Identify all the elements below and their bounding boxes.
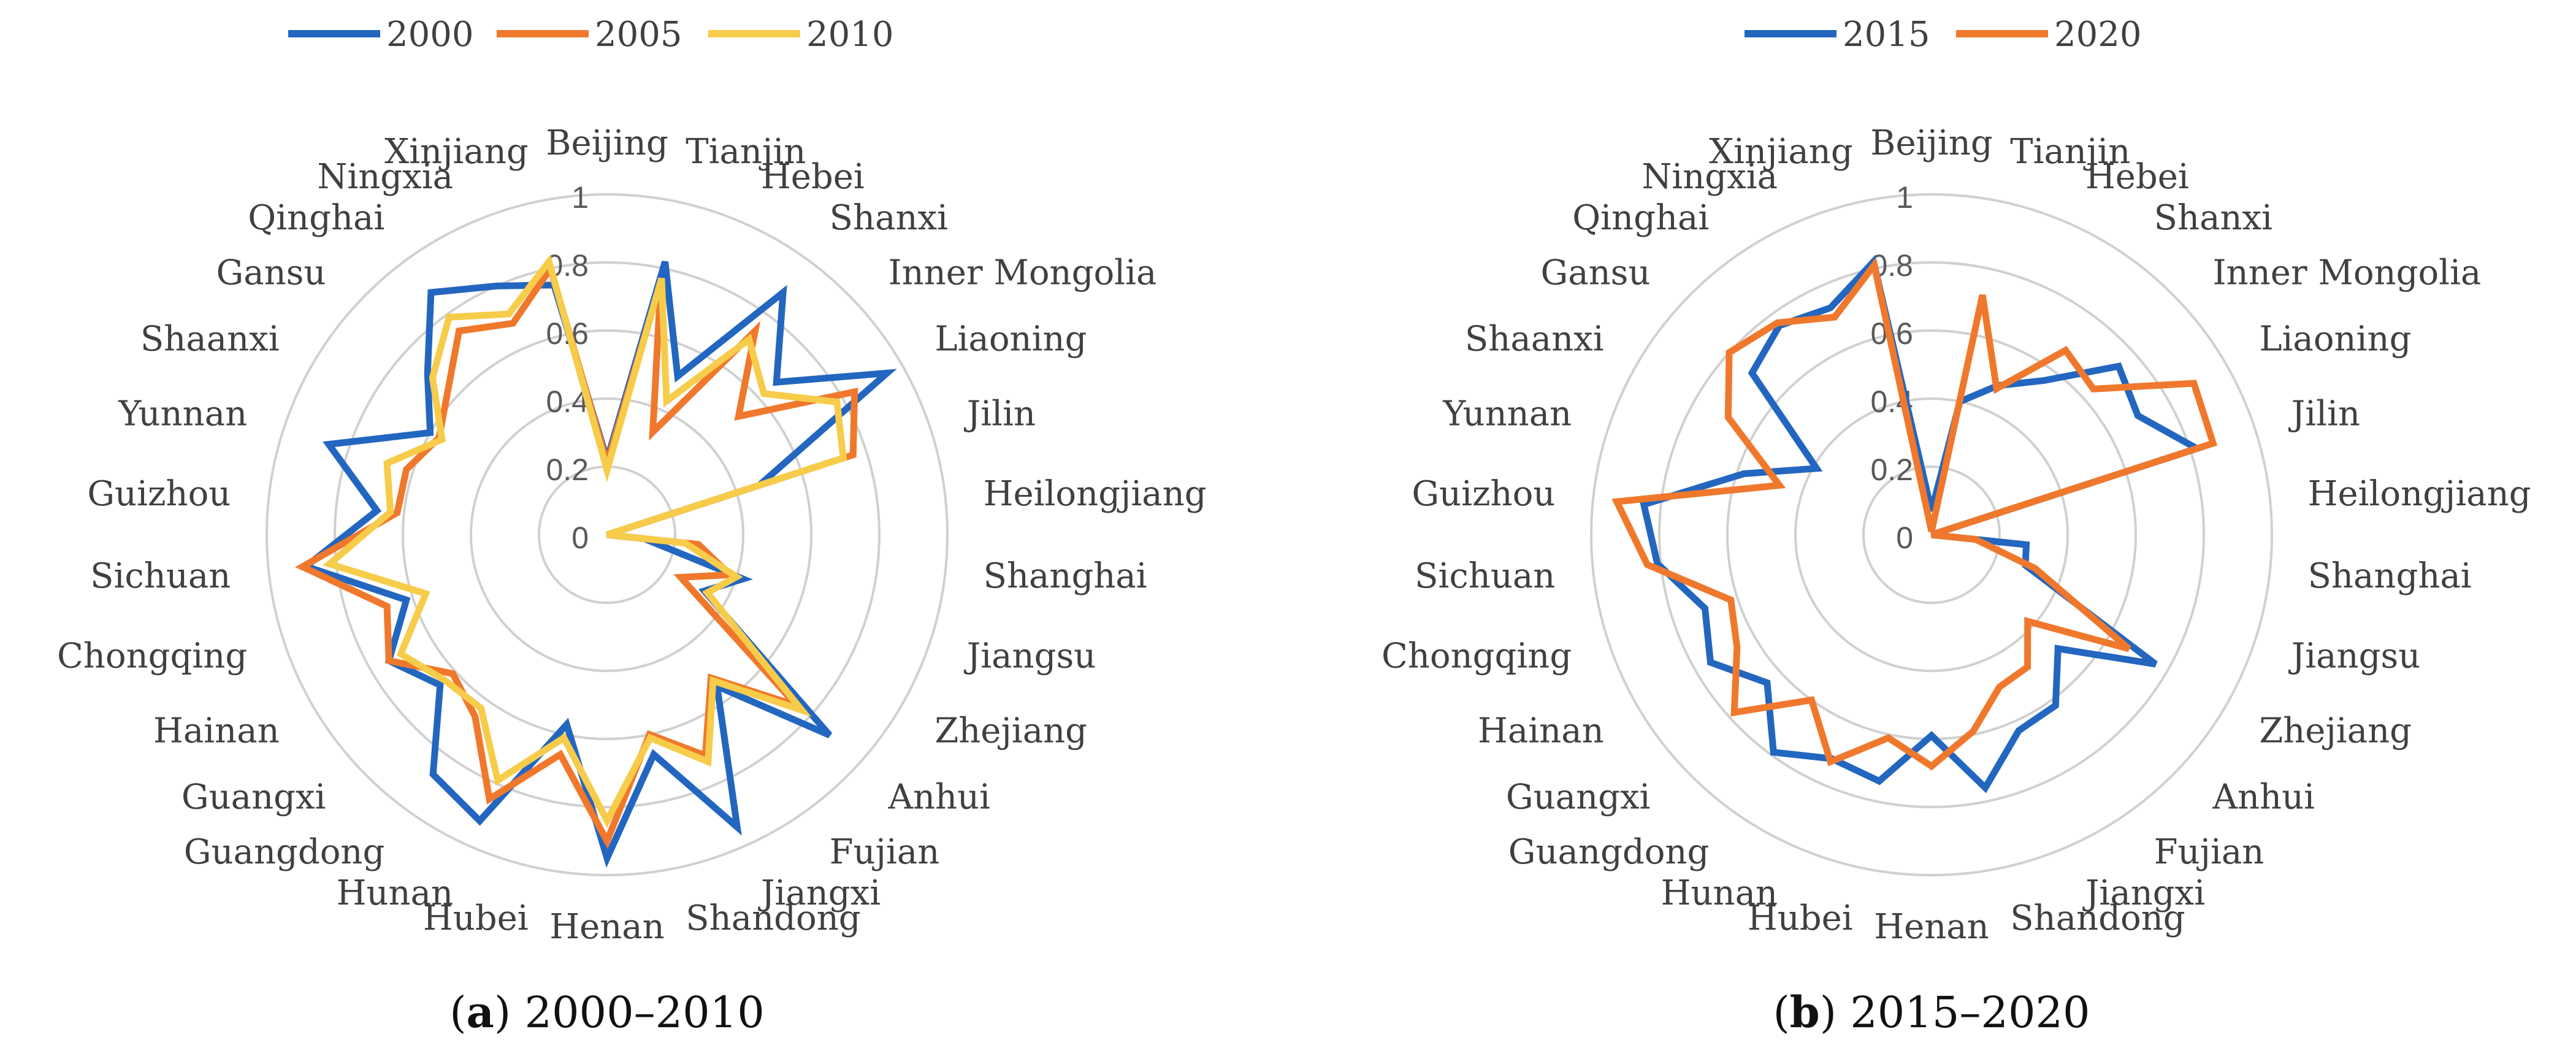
panel-a-category-label-guangxi: Guangxi bbox=[182, 778, 326, 817]
panel-b-r-tick-label: 0.2 bbox=[1870, 453, 1913, 487]
panel-b-legend-label-2015: 2015 bbox=[1843, 15, 1930, 55]
panel-b-category-label-sichuan: Sichuan bbox=[1415, 556, 1555, 596]
panel-b-series-2015-line bbox=[1640, 255, 2206, 794]
panel-b-category-label-guangdong: Guangdong bbox=[1508, 832, 1710, 872]
panel-a-category-label-henan: Henan bbox=[549, 907, 665, 947]
panel-b-category-label-shanghai: Shanghai bbox=[2308, 556, 2472, 596]
panel-b-category-label-hebei: Hebei bbox=[2085, 157, 2189, 197]
panel-b-category-label-qinghai: Qinghai bbox=[1572, 198, 1709, 238]
panel-b-r-tick-label: 1 bbox=[1896, 180, 1913, 215]
panel-b-category-label-jiangxi: Jiangxi bbox=[2082, 873, 2205, 913]
panel-a-r-tick-label: 1 bbox=[571, 180, 589, 215]
panel-a-category-label-gansu: Gansu bbox=[216, 253, 326, 293]
panel-b-category-label-heilongjiang: Heilongjiang bbox=[2308, 474, 2531, 514]
panel-a-category-label-inner-mongolia: Inner Mongolia bbox=[889, 253, 1157, 293]
panel-b-category-label-beijing: Beijing bbox=[1870, 123, 1992, 163]
panel-a-category-label-jilin: Jilin bbox=[964, 394, 1036, 434]
panel-a-series-2010-line bbox=[323, 254, 847, 829]
panel-a-category-label-hubei: Hubei bbox=[423, 898, 529, 938]
panel-a-category-label-jiangxi: Jiangxi bbox=[758, 873, 881, 913]
panel-b-category-label-jilin: Jilin bbox=[2288, 394, 2360, 434]
panel-a-series-2000-line bbox=[299, 261, 897, 868]
panel-b-category-label-ningxia: Ningxia bbox=[1642, 157, 1778, 197]
panel-b-category-label-liaoning: Liaoning bbox=[2259, 320, 2411, 359]
panel-a-gridline-0-6 bbox=[402, 329, 812, 740]
panel-b-category-label-zhejiang: Zhejiang bbox=[2259, 711, 2412, 751]
panel-a-category-label-beijing: Beijing bbox=[546, 123, 668, 163]
panel-a-gridline-1 bbox=[266, 193, 949, 876]
panel-b-category-label-shanxi: Shanxi bbox=[2154, 198, 2272, 238]
panel-a-category-label-shanxi: Shanxi bbox=[830, 198, 948, 238]
panel-a-category-label-fujian: Fujian bbox=[830, 832, 940, 872]
panel-a-category-label-yunnan: Yunnan bbox=[118, 394, 247, 434]
panel-b-category-label-anhui: Anhui bbox=[2212, 778, 2315, 817]
panel-b-category-label-hubei: Hubei bbox=[1748, 898, 1853, 938]
panel-b-category-label-chongqing: Chongqing bbox=[1382, 636, 1572, 676]
panel-b-gridline-0-8 bbox=[1658, 261, 2205, 808]
panel-b-gridline-0-4 bbox=[1794, 397, 2069, 672]
panel-a-category-label-jiangsu: Jiangsu bbox=[964, 636, 1096, 676]
panel-a-category-label-guizhou: Guizhou bbox=[87, 474, 231, 514]
panel-a-category-label-tianjin: Tianjin bbox=[686, 132, 806, 172]
panel-a-category-label-anhui: Anhui bbox=[888, 778, 991, 817]
panel-b-gridline-0-2 bbox=[1862, 465, 2001, 604]
panel-a-category-label-hainan: Hainan bbox=[153, 711, 280, 751]
panel-b-category-label-hainan: Hainan bbox=[1478, 711, 1604, 751]
panel-b-category-label-yunnan: Yunnan bbox=[1442, 394, 1572, 434]
panel-b-category-label-jiangsu: Jiangsu bbox=[2288, 636, 2420, 676]
panel-a-caption: (a) 2000–2010 bbox=[449, 987, 765, 1038]
panel-b-r-tick-label: 0 bbox=[1896, 521, 1913, 555]
panel-a-category-label-hunan: Hunan bbox=[337, 873, 453, 913]
panel-a-category-label-qinghai: Qinghai bbox=[248, 198, 384, 238]
panel-a-category-label-hebei: Hebei bbox=[761, 157, 865, 197]
panel-a-category-label-shanghai: Shanghai bbox=[984, 556, 1147, 596]
panel-a-category-label-xinjiang: Xinjiang bbox=[384, 132, 528, 172]
panel-a-legend-label-2010: 2010 bbox=[806, 15, 894, 55]
panel-b-category-label-guangxi: Guangxi bbox=[1506, 778, 1651, 817]
panel-a-gridline-0-8 bbox=[334, 261, 881, 808]
panel-b-category-label-hunan: Hunan bbox=[1661, 873, 1778, 913]
panel-b-gridline-1 bbox=[1590, 193, 2273, 876]
panel-b-category-label-shaanxi: Shaanxi bbox=[1465, 320, 1604, 359]
panel-a-category-label-guangdong: Guangdong bbox=[184, 832, 385, 872]
panel-b-category-label-fujian: Fujian bbox=[2154, 832, 2265, 872]
panel-b-legend-label-2020: 2020 bbox=[2054, 15, 2142, 55]
panel-b-category-label-gansu: Gansu bbox=[1540, 253, 1650, 293]
panel-b-category-label-tianjin: Tianjin bbox=[2010, 132, 2130, 172]
panel-b-series-2020-line bbox=[1611, 257, 2218, 771]
panel-a-gridline-0-4 bbox=[470, 397, 744, 672]
panel-a-category-label-shandong: Shandong bbox=[686, 898, 860, 938]
panel-b-category-label-xinjiang: Xinjiang bbox=[1709, 132, 1852, 172]
panel-b-category-label-inner-mongolia: Inner Mongolia bbox=[2213, 253, 2482, 293]
panel-a-category-label-liaoning: Liaoning bbox=[934, 320, 1087, 359]
panel-a-category-label-shaanxi: Shaanxi bbox=[140, 320, 280, 359]
panel-a-category-label-chongqing: Chongqing bbox=[57, 636, 247, 676]
panel-b-category-label-guizhou: Guizhou bbox=[1412, 474, 1555, 514]
panel-a-category-label-sichuan: Sichuan bbox=[90, 556, 231, 596]
panel-a-legend-label-2005: 2005 bbox=[595, 15, 682, 55]
panel-a-r-tick-label: 0 bbox=[571, 521, 589, 555]
panel-a-category-label-ningxia: Ningxia bbox=[317, 157, 453, 197]
panel-a-category-label-heilongjiang: Heilongjiang bbox=[984, 474, 1207, 514]
panel-b-caption: (b) 2015–2020 bbox=[1773, 987, 2090, 1038]
panel-b-category-label-shandong: Shandong bbox=[2010, 898, 2185, 938]
panel-b-category-label-henan: Henan bbox=[1874, 907, 1989, 947]
panel-a-r-tick-label: 0.2 bbox=[546, 453, 589, 487]
panel-a-legend-label-2000: 2000 bbox=[386, 15, 474, 55]
panel-a-category-label-zhejiang: Zhejiang bbox=[934, 711, 1087, 751]
